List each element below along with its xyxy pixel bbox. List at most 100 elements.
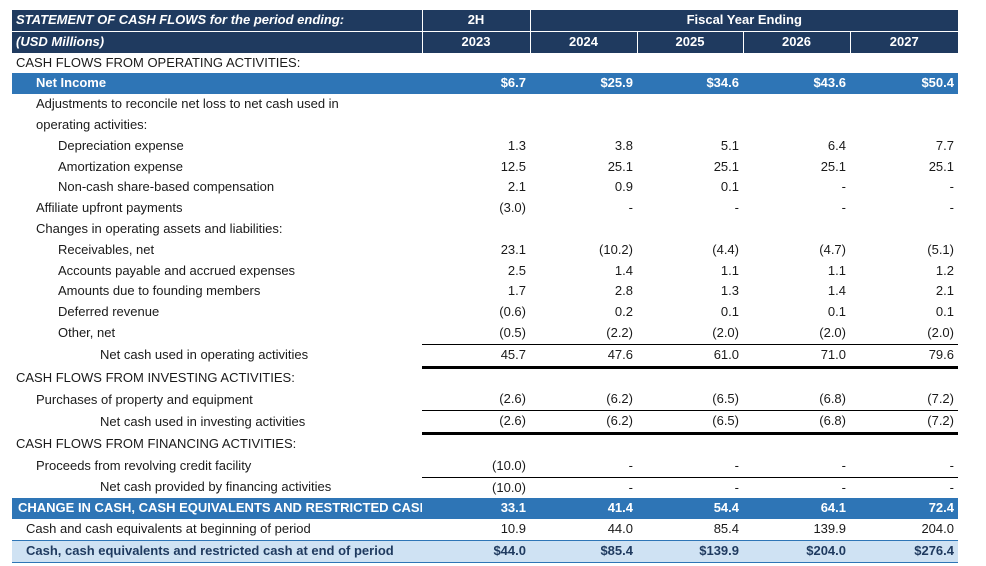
table-row-subtotal-operating: Net cash used in operating activities 45… [12,344,958,369]
year-header: 2025 [636,30,743,53]
row-value: (7.2) [850,410,958,435]
row-value: (2.2) [530,322,637,345]
table-row-subtotal-financing: Net cash provided by financing activitie… [12,477,958,498]
row-value: (4.4) [712,241,739,257]
row-value: (6.8) [743,410,850,435]
row-value: 2.8 [614,283,633,299]
row-label: Cash and cash equivalents at beginning o… [26,521,311,537]
row-value: (2.0) [743,322,850,345]
row-value: (10.0) [422,455,530,478]
row-value: (10.0) [492,479,526,495]
row-value: (7.2) [850,389,958,412]
statement-title: STATEMENT OF CASH FLOWS for the period e… [12,10,422,32]
row-value: 72.4 [850,498,958,520]
year-header: 2026 [742,30,850,53]
row-label: Accounts payable and accrued expenses [58,262,296,278]
row-value: 204.0 [921,521,954,537]
row-value: 44.0 [607,521,633,537]
row-label: Net cash used in investing activities [100,413,306,429]
row-value: 25.1 [607,158,633,174]
row-value: $34.6 [637,73,743,95]
row-value: 25.1 [928,158,954,174]
row-value: - [743,455,850,478]
row-value: - [637,455,743,478]
row-value: (2.6) [422,410,530,435]
row-value: (6.8) [743,389,850,412]
row-label: CASH FLOWS FROM FINANCING ACTIVITIES: [16,436,297,452]
table-row: Proceeds from revolving credit facility … [12,455,958,478]
row-label: Proceeds from revolving credit facility [36,457,252,473]
row-value: (0.5) [422,322,530,345]
row-value: - [949,200,954,216]
cash-flow-statement: STATEMENT OF CASH FLOWS for the period e… [12,10,958,563]
row-label: Affiliate upfront payments [36,200,183,216]
row-value: 139.9 [813,521,846,537]
row-value: 7.7 [935,137,954,153]
row-label: operating activities: [36,116,148,132]
row-value: 10.9 [500,521,526,537]
row-value: $25.9 [530,73,637,95]
row-value: - [628,200,633,216]
section-header-investing: CASH FLOWS FROM INVESTING ACTIVITIES: [12,367,958,389]
row-label: Receivables, net [58,241,155,257]
row-value: - [949,179,954,195]
row-value: 0.1 [935,304,954,320]
section-header-financing: CASH FLOWS FROM FINANCING ACTIVITIES: [12,433,958,455]
cash-flow-table: STATEMENT OF CASH FLOWS for the period e… [12,10,958,563]
row-value: 79.6 [850,344,958,369]
row-label: Non-cash share-based compensation [58,179,275,195]
year-header: 2027 [849,30,958,53]
statement-units: (USD Millions) [12,30,422,53]
fiscal-year-label: Fiscal Year Ending [529,10,958,32]
row-label: Adjustments to reconcile net loss to net… [36,96,339,112]
table-row: Other, net (0.5) (2.2) (2.0) (2.0) (2.0) [12,322,958,345]
row-value: $50.4 [850,73,958,95]
row-label: Net cash provided by financing activitie… [100,479,332,495]
row-label: Net Income [12,73,422,95]
table-row: Depreciation expense 1.3 3.8 5.1 6.4 7.7 [12,136,958,157]
row-label: Other, net [58,325,116,341]
row-label: CASH FLOWS FROM OPERATING ACTIVITIES: [16,54,301,70]
row-value: 12.5 [500,158,526,174]
row-value: - [628,479,633,495]
row-label: CHANGE IN CASH, CASH EQUIVALENTS AND RES… [12,498,422,520]
row-value: 71.0 [743,344,850,369]
row-value: - [734,200,739,216]
table-row: Amounts due to founding members 1.7 2.8 … [12,281,958,302]
row-value: $204.0 [743,539,850,563]
row-value: 47.6 [530,344,637,369]
row-label: Depreciation expense [58,137,184,153]
row-value: (10.2) [599,241,633,257]
row-value: - [530,455,637,478]
row-value: $139.9 [637,539,743,563]
row-value: 45.7 [422,344,530,369]
row-value: $43.6 [743,73,850,95]
row-value: - [734,479,739,495]
row-value: - [850,455,958,478]
row-value: 1.1 [827,262,846,278]
table-row: Affiliate upfront payments (3.0) - - - - [12,198,958,219]
row-value: 25.1 [820,158,846,174]
row-value: 0.1 [827,304,846,320]
year-header: 2023 [421,30,530,53]
row-value: 25.1 [713,158,739,174]
row-value: 33.1 [422,498,530,520]
row-value: 1.3 [507,137,526,153]
row-value: 23.1 [500,241,526,257]
period-label-2h: 2H [421,10,530,32]
row-value: (6.2) [530,410,637,435]
row-value: - [841,200,846,216]
row-value: (3.0) [499,200,526,216]
row-label: Changes in operating assets and liabilit… [36,220,283,236]
table-row: Deferred revenue (0.6) 0.2 0.1 0.1 0.1 [12,302,958,323]
row-value: 0.1 [720,179,739,195]
row-value: (6.2) [530,389,637,412]
row-value: 0.9 [614,179,633,195]
table-row-net-income: Net Income $6.7 $25.9 $34.6 $43.6 $50.4 [12,73,958,95]
row-value: 85.4 [713,521,739,537]
header-row-1: STATEMENT OF CASH FLOWS for the period e… [12,10,958,32]
table-row-ending-cash: Cash, cash equivalents and restricted ca… [12,539,958,563]
row-value: 5.1 [720,137,739,153]
row-label: Purchases of property and equipment [36,391,253,407]
table-row-change-in-cash: CHANGE IN CASH, CASH EQUIVALENTS AND RES… [12,498,958,520]
